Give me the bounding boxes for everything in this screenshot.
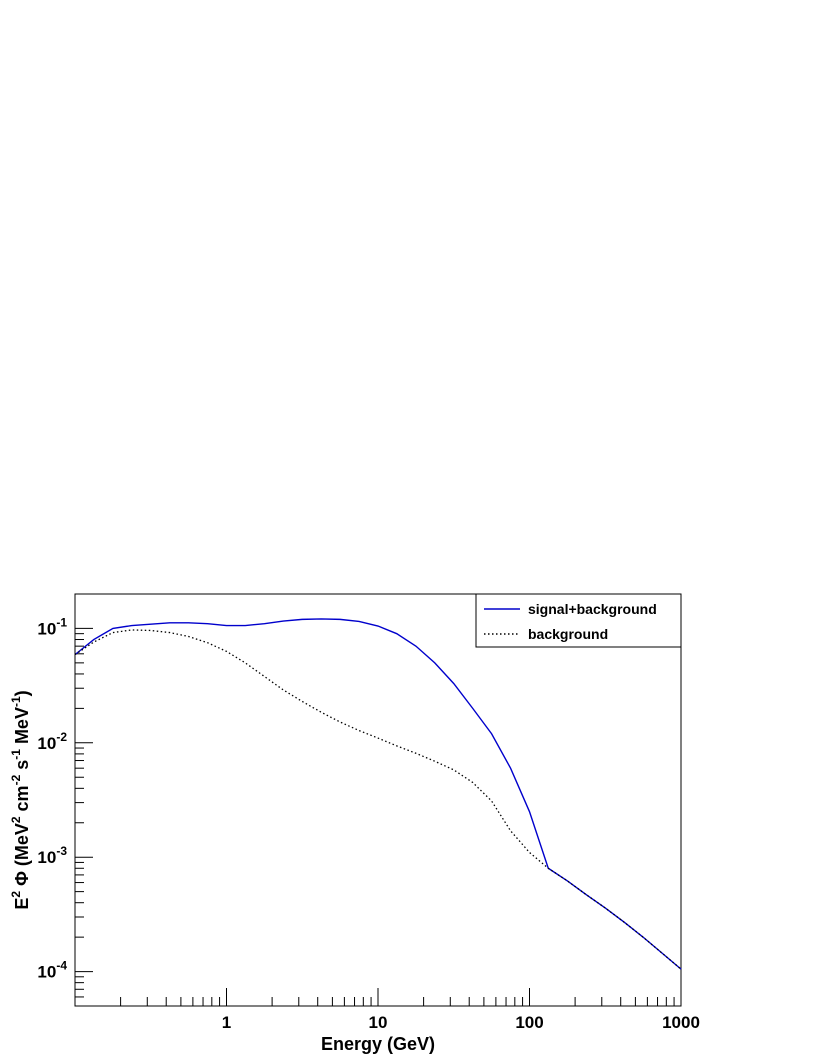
x-axis: 1 10 100 1000 xyxy=(74,988,700,1032)
y-title-part: ) xyxy=(12,690,32,696)
y-tick-label: 10-1 xyxy=(37,615,67,638)
y-title-part: s xyxy=(12,760,32,775)
y-title-superscript: 2 xyxy=(9,891,23,898)
y-title-superscript: 2 xyxy=(9,816,23,823)
x-axis-title: Energy (GeV) xyxy=(321,1034,435,1054)
y-title-superscript: -1 xyxy=(9,696,23,707)
y-tick-label: 10-4 xyxy=(37,959,67,982)
y-tick-base: 10 xyxy=(37,734,56,753)
y-tick-base: 10 xyxy=(37,963,56,982)
y-title-part: cm xyxy=(12,785,32,816)
y-axis: 10-410-310-210-1 xyxy=(37,593,93,1007)
y-tick-label: 10-3 xyxy=(37,844,67,867)
x-tick-label: 100 xyxy=(515,1013,543,1032)
y-title-part: E xyxy=(12,898,32,910)
legend-box xyxy=(475,593,682,648)
y-title-part: Φ (MeV xyxy=(12,823,32,891)
x-tick-label: 1 xyxy=(222,1013,231,1032)
y-axis-title: E2 Φ (MeV2 cm-2 s-1 MeV-1) xyxy=(9,690,32,909)
series-line-background xyxy=(74,629,682,970)
series-layer xyxy=(74,618,682,970)
y-title-part: MeV xyxy=(12,707,32,749)
y-tick-exponent: -2 xyxy=(56,730,67,744)
x-tick-label: 1000 xyxy=(662,1013,700,1032)
y-tick-base: 10 xyxy=(37,848,56,867)
series-line-signal-background xyxy=(74,618,682,970)
y-tick-base: 10 xyxy=(37,619,56,638)
legend-label: background xyxy=(528,626,608,642)
y-tick-label: 10-2 xyxy=(37,730,67,753)
legend-label: signal+background xyxy=(528,601,657,617)
y-tick-exponent: -3 xyxy=(56,844,67,858)
y-tick-exponent: -4 xyxy=(56,959,67,973)
legend: signal+background background xyxy=(475,593,682,648)
y-title-superscript: -2 xyxy=(9,774,23,785)
x-tick-label: 10 xyxy=(369,1013,388,1032)
y-title-superscript: -1 xyxy=(9,749,23,760)
y-tick-exponent: -1 xyxy=(56,615,67,629)
